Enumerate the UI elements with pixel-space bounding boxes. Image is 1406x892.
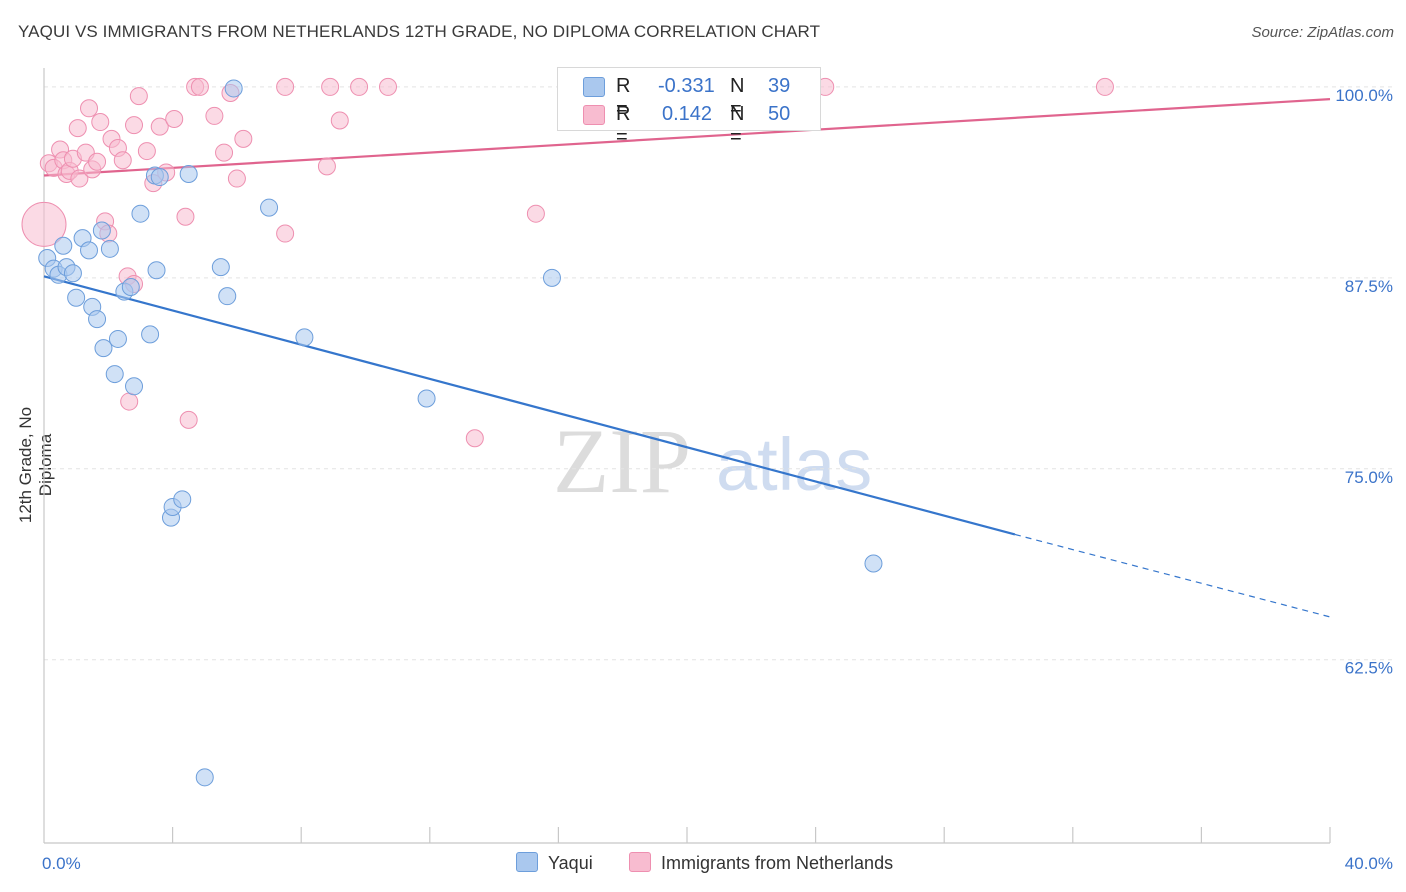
legend-n-label: N = (730, 103, 745, 148)
netherlands-point (330, 111, 349, 130)
y-tick-label: 100.0% (1335, 86, 1393, 105)
netherlands-n-value: 50 (768, 103, 791, 125)
x-tick-label: 0.0% (42, 854, 81, 873)
yaqui-point (295, 328, 314, 347)
netherlands-point (205, 106, 224, 125)
netherlands-point (276, 224, 295, 243)
yaqui-point (260, 198, 279, 217)
trend-lines (43, 98, 1331, 618)
watermark: ZIP atlas (553, 410, 872, 512)
y-tick-label: 75.0% (1345, 468, 1393, 487)
yaqui-point (105, 365, 124, 384)
netherlands-point (91, 113, 110, 132)
bottom-legend-netherlands: Immigrants from Netherlands (629, 852, 893, 874)
data-points (21, 77, 1114, 787)
yaqui-point (92, 221, 111, 240)
yaqui-trend-line-extension (1014, 533, 1331, 618)
axes (43, 68, 1331, 844)
yaqui-point (125, 377, 144, 396)
netherlands-legend-label: Immigrants from Netherlands (661, 853, 894, 873)
yaqui-point (121, 278, 140, 297)
netherlands-point (350, 77, 369, 96)
bottom-legend-yaqui: Yaqui (516, 852, 593, 874)
netherlands-point (526, 204, 545, 223)
yaqui-point (417, 389, 436, 408)
legend-r-label: R = (616, 103, 631, 148)
watermark-zip: ZIP (553, 410, 691, 512)
yaqui-point (88, 310, 107, 329)
yaqui-legend-label: Yaqui (548, 853, 593, 873)
netherlands-point (129, 87, 148, 106)
netherlands-point (137, 142, 156, 161)
yaqui-n-value: 39 (768, 75, 791, 97)
netherlands-point (465, 429, 484, 448)
netherlands-point (113, 151, 132, 170)
x-tick-label: 40.0% (1345, 854, 1393, 873)
yaqui-point (100, 239, 119, 258)
netherlands-point-large (21, 201, 67, 247)
yaqui-point (67, 288, 86, 307)
yaqui-point (224, 79, 243, 98)
netherlands-legend-swatch (629, 852, 651, 872)
yaqui-point (141, 325, 160, 344)
netherlands-point (80, 99, 99, 118)
yaqui-point (542, 268, 561, 287)
yaqui-point (147, 261, 166, 280)
netherlands-point (276, 77, 295, 96)
chart-title: YAQUI VS IMMIGRANTS FROM NETHERLANDS 12T… (18, 22, 821, 41)
yaqui-point (108, 329, 127, 348)
yaqui-point (179, 164, 198, 183)
netherlands-point (1095, 77, 1114, 96)
netherlands-r-value: 0.142 (662, 103, 713, 125)
netherlands-point (120, 392, 139, 411)
yaqui-point (211, 258, 230, 277)
yaqui-point (131, 204, 150, 223)
netherlands-point (88, 152, 107, 171)
yaqui-point (80, 241, 99, 260)
yaqui-point (63, 264, 82, 283)
netherlands-trend-line (43, 98, 1331, 177)
yaqui-swatch (583, 77, 605, 97)
yaqui-point (94, 339, 113, 358)
netherlands-point (379, 77, 398, 96)
netherlands-point (68, 119, 87, 138)
yaqui-point (864, 554, 883, 573)
y-tick-label: 87.5% (1345, 277, 1393, 296)
yaqui-r-value: -0.331 (658, 75, 715, 97)
gridlines (44, 86, 1395, 661)
y-tick-label: 62.5% (1345, 659, 1393, 678)
legend-r-label: R = (616, 75, 631, 120)
yaqui-point (195, 768, 214, 787)
netherlands-point (165, 109, 184, 128)
yaqui-point (173, 490, 192, 509)
yaqui-point (218, 287, 237, 306)
legend-n-label: N = (730, 75, 745, 120)
tick-labels: 62.5% 75.0% 87.5% 100.0% 0.0% 40.0% (42, 86, 1393, 873)
netherlands-point (227, 169, 246, 188)
yaqui-point (54, 236, 73, 255)
netherlands-point (176, 207, 195, 226)
netherlands-point (70, 169, 89, 188)
netherlands-point (215, 143, 234, 162)
netherlands-point (190, 77, 209, 96)
netherlands-point (179, 410, 198, 429)
netherlands-point (125, 116, 144, 135)
netherlands-point (321, 77, 340, 96)
yaqui-point (150, 168, 169, 187)
yaqui-trend-line (43, 275, 1016, 536)
watermark-atlas: atlas (716, 423, 872, 506)
netherlands-swatch (583, 105, 605, 125)
netherlands-point (234, 129, 253, 148)
netherlands-point (317, 157, 336, 176)
source-label: Source: ZipAtlas.com (1251, 24, 1394, 41)
stats-legend: R = -0.331 N = 39 R = 0.142 N = 50 (557, 67, 821, 148)
netherlands-point (150, 117, 169, 136)
yaqui-legend-swatch (516, 852, 538, 872)
